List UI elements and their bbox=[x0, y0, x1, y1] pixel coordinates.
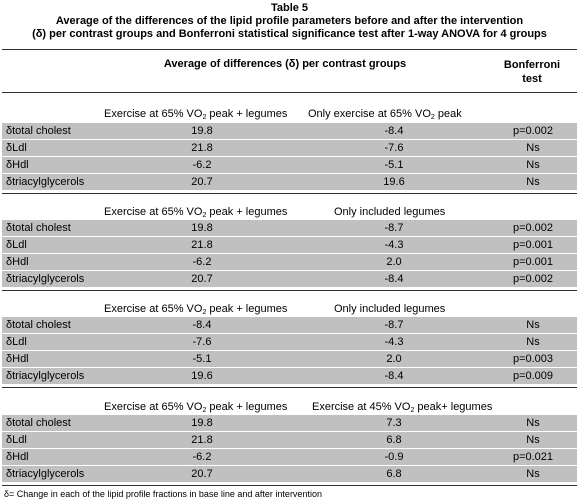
footnote: δ= Change in each of the lipid profile f… bbox=[4, 489, 322, 499]
test-label: test bbox=[522, 73, 542, 85]
table-row: δLdl 21.8 -4.3 p=0.001 bbox=[2, 237, 577, 253]
column-header-differences: Average of differences (δ) per contrast … bbox=[163, 58, 407, 70]
group-3-col2-header: Only included legumes bbox=[334, 303, 446, 315]
table-title-line-1: Average of the differences of the lipid … bbox=[55, 15, 524, 27]
table-row: δHdl -6.2 2.0 p=0.001 bbox=[2, 254, 577, 270]
group-3-col1-header: Exercise at 65% VO2 peak + legumes bbox=[104, 303, 288, 316]
table-row: δLdl 21.8 6.8 Ns bbox=[2, 432, 577, 448]
group-1-col2-header: Only exercise at 65% VO2 peak bbox=[308, 108, 462, 121]
table-row: δHdl -5.1 2.0 p=0.003 bbox=[2, 351, 577, 367]
group-rule bbox=[2, 290, 577, 291]
group-2-col2-header: Only included legumes bbox=[334, 206, 446, 218]
table-row: δtotal cholest 19.8 -8.4 p=0.002 bbox=[2, 123, 577, 139]
top-rule bbox=[2, 49, 577, 50]
column-header-bonferroni: Bonferroni test bbox=[488, 58, 576, 86]
table-title-line-2: (δ) per contrast groups and Bonferroni s… bbox=[32, 28, 547, 40]
table-row: δLdl 21.8 -7.6 Ns bbox=[2, 140, 577, 156]
table-row: δtriacylglycerols 19.6 -8.4 p=0.009 bbox=[2, 368, 577, 384]
group-1-col1-header: Exercise at 65% VO2 peak + legumes bbox=[104, 108, 288, 121]
table-row: δtriacylglycerols 20.7 19.6 Ns bbox=[2, 174, 577, 190]
table-number: Table 5 bbox=[270, 2, 309, 14]
group-4-col1-header: Exercise at 65% VO2 peak + legumes bbox=[104, 401, 288, 414]
header-rule bbox=[2, 92, 577, 93]
group-rule bbox=[2, 387, 577, 388]
table-row: δtotal cholest -8.4 -8.7 Ns bbox=[2, 317, 577, 333]
group-4-col2-header: Exercise at 45% VO2 peak+ legumes bbox=[312, 401, 493, 414]
table-row: δLdl -7.6 -4.3 Ns bbox=[2, 334, 577, 350]
table-row: δtotal cholest 19.8 -8.7 p=0.002 bbox=[2, 220, 577, 236]
table-row: δHdl -6.2 -0.9 p=0.021 bbox=[2, 449, 577, 465]
table-row: δHdl -6.2 -5.1 Ns bbox=[2, 157, 577, 173]
table-row: δtriacylglycerols 20.7 6.8 Ns bbox=[2, 466, 577, 482]
table-row: δtriacylglycerols 20.7 -8.4 p=0.002 bbox=[2, 271, 577, 287]
bottom-rule bbox=[2, 485, 577, 486]
table-row: δtotal cholest 19.8 7.3 Ns bbox=[2, 415, 577, 431]
group-2-col1-header: Exercise at 65% VO2 peak + legumes bbox=[104, 206, 288, 219]
group-rule bbox=[2, 193, 577, 194]
bonferroni-label: Bonferroni bbox=[503, 59, 561, 71]
